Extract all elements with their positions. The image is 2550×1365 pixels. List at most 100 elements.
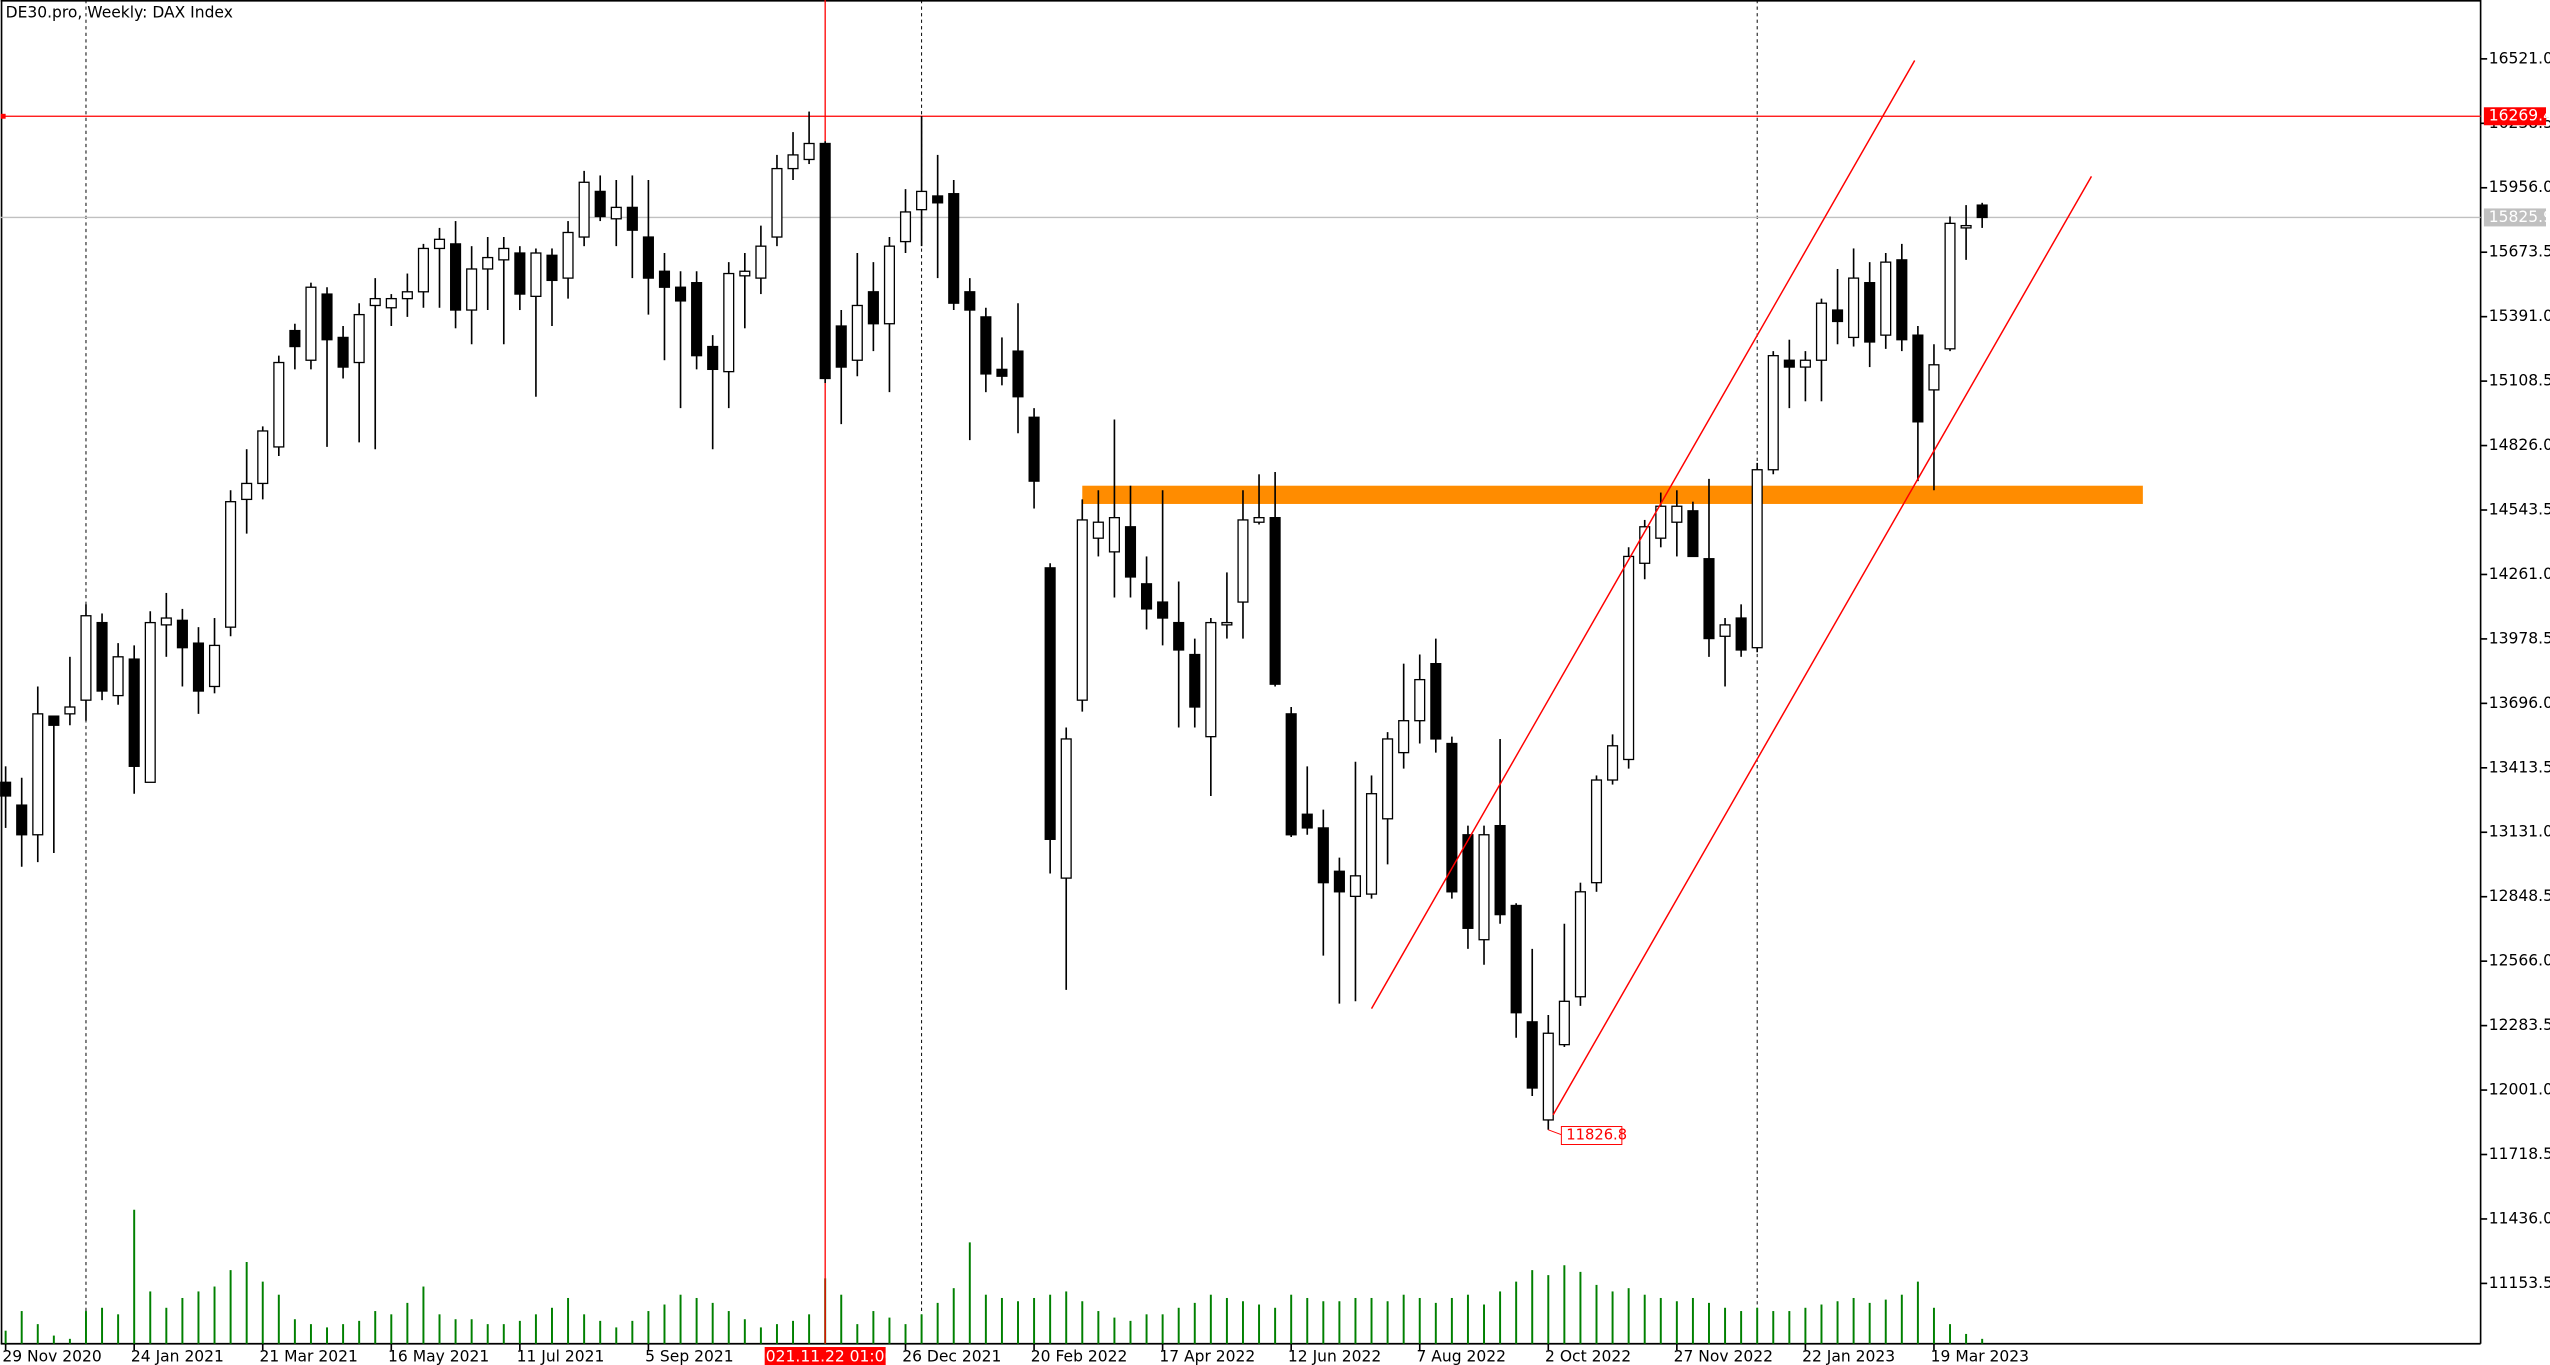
x-tick-label: 26 Dec 2021: [902, 1347, 1001, 1365]
candle-body-up: [1928, 364, 1940, 391]
candle-body-up: [1253, 516, 1265, 523]
candle-body-up: [562, 231, 574, 279]
candle-body-down: [1494, 824, 1506, 916]
candle-body-down: [1831, 309, 1844, 323]
y-tick-label: 14261.0: [2489, 565, 2550, 583]
candle-body-up: [498, 247, 510, 261]
candle-body-up: [466, 268, 478, 311]
candle-body-up: [1623, 555, 1635, 761]
candle-body-up: [739, 270, 751, 277]
candle-body-up: [160, 617, 172, 626]
candle-body-up: [1365, 793, 1378, 895]
candle-body-up: [273, 361, 285, 448]
crosshair-time-label: 2021.11.22 01:00: [756, 1347, 894, 1365]
current-price-label: 15825.9: [2489, 208, 2550, 226]
candle-body-down: [1157, 601, 1169, 619]
candle-body-down: [1462, 834, 1474, 929]
candle-body-up: [1076, 519, 1088, 701]
candle-body-up: [1574, 891, 1586, 998]
candle-body-down: [594, 190, 606, 218]
candle-body-down: [835, 325, 847, 368]
candle-body-down: [1703, 558, 1715, 640]
candle-body-up: [1799, 359, 1811, 368]
candle-body-down: [1735, 617, 1747, 651]
candle-body-up: [1398, 720, 1410, 754]
candle-body-down: [96, 621, 108, 692]
candle-body-down: [289, 329, 301, 348]
candle-body-down: [626, 206, 638, 231]
candle-body-up: [1671, 505, 1683, 523]
y-tick-label: 13696.0: [2489, 694, 2550, 712]
candle-body-up: [1655, 505, 1667, 539]
candle-body-down: [1189, 653, 1201, 708]
candle-body-up: [1060, 738, 1072, 879]
candle-body-up: [241, 482, 253, 501]
y-tick-label: 11436.0: [2489, 1209, 2550, 1227]
x-tick-label: 27 Nov 2022: [1674, 1347, 1773, 1365]
candle-body-up: [1108, 516, 1120, 553]
y-tick-label: 15956.0: [2489, 178, 2550, 196]
candle-body-up: [482, 256, 494, 270]
y-tick-label: 13131.0: [2489, 823, 2550, 841]
candle-body-down: [16, 804, 28, 836]
candle-body-down: [932, 195, 944, 204]
candle-body-up: [851, 304, 863, 361]
x-tick-label: 11 Jul 2021: [517, 1347, 605, 1365]
candle-body-down: [996, 368, 1008, 377]
candle-body-up: [771, 167, 783, 238]
candle-body-down: [980, 316, 992, 375]
candle-body-up: [916, 190, 928, 211]
x-tick-label: 2 Oct 2022: [1545, 1347, 1631, 1365]
candle-body-up: [1944, 222, 1956, 350]
low-pointer: [1548, 1129, 1562, 1136]
y-tick-label: 11153.5: [2489, 1274, 2550, 1292]
candle-body-down: [674, 286, 687, 302]
candle-body-up: [1719, 624, 1731, 637]
candle-body-down: [176, 619, 188, 649]
candle-body-up: [1815, 302, 1828, 361]
candle-body-down: [1446, 742, 1458, 893]
candle-body-up: [305, 286, 317, 361]
candle-body-down: [867, 291, 879, 325]
y-tick-label: 11718.5: [2489, 1145, 2550, 1163]
candle-body-up: [578, 181, 590, 238]
y-tick-label: 14826.0: [2489, 436, 2550, 454]
candle-body-down: [1044, 567, 1056, 840]
candle-body-down: [1333, 870, 1345, 893]
y-tick-label: 12001.0: [2489, 1081, 2550, 1099]
candle-body-down: [450, 243, 462, 311]
candle-body-up: [1349, 875, 1362, 898]
candle-body-up: [1478, 834, 1490, 941]
candle-body-up: [64, 706, 76, 715]
candle-body-up: [1237, 519, 1249, 603]
candle-body-up: [80, 615, 92, 701]
y-tick-label: 12566.0: [2489, 952, 2550, 970]
candle-body-down: [1896, 259, 1908, 341]
candle-body-up: [257, 430, 269, 485]
candle-body-down: [546, 254, 558, 282]
candle-body-down: [1510, 904, 1522, 1014]
x-tick-label: 7 Aug 2022: [1416, 1347, 1506, 1365]
candle-body-down: [964, 291, 976, 311]
crosshair-price-label: 16269.4: [2489, 107, 2550, 125]
candle-body-up: [723, 272, 735, 373]
x-tick-label: 17 Apr 2022: [1159, 1347, 1255, 1365]
candle-body-up: [1639, 526, 1651, 564]
candle-body-up: [1767, 355, 1779, 471]
candle-body-up: [1205, 621, 1217, 738]
low-label-box: [1560, 1126, 1623, 1146]
candle-body-down: [1124, 526, 1137, 578]
candle-body-down: [192, 642, 205, 692]
candle-body-up: [385, 297, 397, 309]
y-tick-label: 13413.5: [2489, 758, 2550, 776]
candle-body-down: [1301, 813, 1313, 829]
candle-body-down: [948, 193, 960, 304]
candle-body-down: [1687, 510, 1699, 558]
candle-body-down: [1976, 204, 1988, 219]
channel-line: [1370, 60, 1916, 1009]
candle-body-down: [642, 236, 654, 279]
current-price-box: [2483, 208, 2547, 227]
candle-body-up: [883, 245, 896, 325]
